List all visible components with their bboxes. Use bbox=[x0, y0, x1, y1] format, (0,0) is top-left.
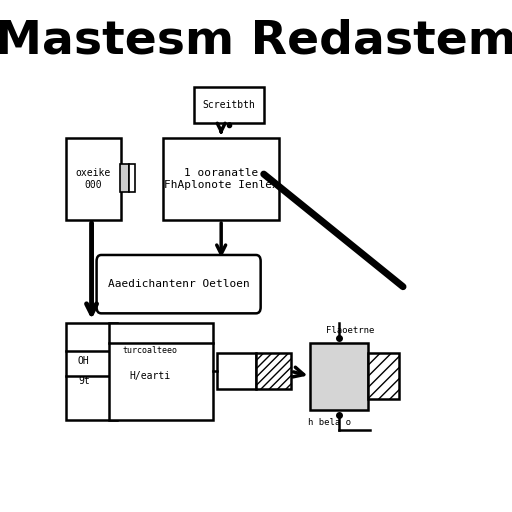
Text: 1 ooranatle
FhAplonote Ienlex: 1 ooranatle FhAplonote Ienlex bbox=[164, 168, 279, 190]
Text: h bela o: h bela o bbox=[308, 418, 351, 427]
Text: Mastesm Redastem: Mastesm Redastem bbox=[0, 18, 512, 63]
Bar bbox=[194, 87, 264, 123]
Bar bbox=[163, 138, 279, 220]
Bar bbox=[310, 343, 368, 410]
Text: Aaedichantenr Oetloen: Aaedichantenr Oetloen bbox=[108, 279, 249, 289]
Text: Screitbth: Screitbth bbox=[202, 100, 255, 110]
Bar bbox=[120, 164, 130, 192]
Bar bbox=[130, 164, 135, 192]
Text: H/earti: H/earti bbox=[129, 371, 170, 381]
Text: oxeike
000: oxeike 000 bbox=[76, 168, 111, 190]
Bar bbox=[67, 138, 121, 220]
Text: 9t: 9t bbox=[78, 376, 90, 387]
Text: Flaoetrne: Flaoetrne bbox=[326, 326, 374, 335]
Bar bbox=[109, 323, 214, 420]
Bar bbox=[217, 353, 256, 389]
Bar bbox=[368, 353, 399, 399]
FancyBboxPatch shape bbox=[97, 255, 261, 313]
Bar bbox=[368, 353, 399, 399]
Bar bbox=[256, 353, 291, 389]
Text: OH: OH bbox=[78, 356, 90, 366]
Bar bbox=[67, 323, 117, 420]
Bar bbox=[256, 353, 291, 389]
Text: turcoalteeo: turcoalteeo bbox=[122, 346, 177, 355]
